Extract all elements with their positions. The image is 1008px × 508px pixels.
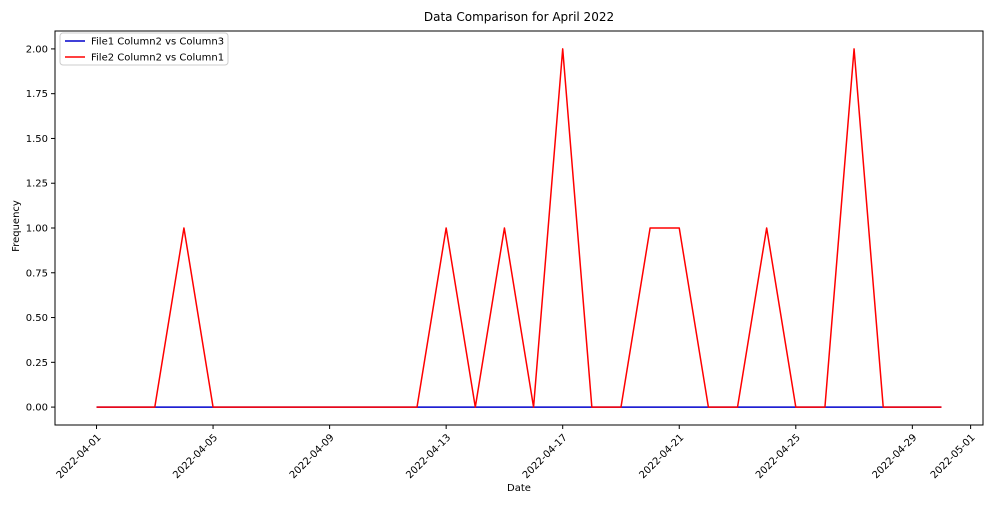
data-point <box>619 406 622 409</box>
axes: 0.00 0.25 0.50 0.75 1.00 1.25 1.50 1.75 2.00 2022… <box>26 30 984 481</box>
data-point <box>95 406 98 409</box>
data-point <box>532 406 535 409</box>
data-point <box>882 406 885 409</box>
data-point <box>416 406 419 409</box>
data-point <box>445 227 448 230</box>
y-axis-label: Frequency <box>11 200 22 252</box>
y-tick-label: 1.50 <box>26 134 48 145</box>
data-point <box>794 406 797 409</box>
data-point <box>765 406 768 409</box>
data-point <box>853 406 856 409</box>
data-point <box>182 227 185 230</box>
data-point <box>474 406 477 409</box>
data-point <box>911 406 914 409</box>
y-tick-label: 1.25 <box>26 179 48 190</box>
data-point <box>328 406 331 409</box>
y-tick-label: 0.50 <box>26 313 48 324</box>
legend-label-2: File2 Column2 vs Column1 <box>91 53 224 64</box>
data-point <box>241 406 244 409</box>
x-axis-label: Date <box>507 483 531 494</box>
data-point <box>940 406 943 409</box>
x-tick-label: 2022-04-17 <box>521 432 570 481</box>
x-tick-label: 2022-04-21 <box>637 432 686 481</box>
y-tick-label: 2.00 <box>26 44 48 55</box>
data-point <box>357 406 360 409</box>
y-tick-label: 0.25 <box>26 358 48 369</box>
data-point <box>707 406 710 409</box>
data-point <box>270 406 273 409</box>
data-point <box>299 406 302 409</box>
data-point <box>678 227 681 230</box>
data-point <box>503 406 506 409</box>
data-point <box>212 406 215 409</box>
data-point <box>590 406 593 409</box>
x-tick-label: 2022-04-05 <box>171 432 220 481</box>
chart-title: Data Comparison for April 2022 <box>424 10 614 24</box>
legend: File1 Column2 vs Column3 File2 Column2 vs… <box>59 32 229 66</box>
y-tick-label: 0.00 <box>26 403 48 414</box>
data-point <box>182 406 185 409</box>
plot-area <box>95 47 943 409</box>
x-tick-label: 2022-04-25 <box>754 432 803 481</box>
x-tick-label: 2022-04-01 <box>55 432 104 481</box>
data-point <box>561 406 564 409</box>
y-tick-label: 0.75 <box>26 268 48 279</box>
legend-box <box>59 32 229 66</box>
data-point <box>765 227 768 230</box>
data-point <box>649 406 652 409</box>
axes-frame <box>54 30 984 426</box>
data-point <box>445 406 448 409</box>
x-tick-label: 2022-04-13 <box>404 432 453 481</box>
data-point <box>649 227 652 230</box>
data-point <box>124 406 127 409</box>
x-tick-label: 2022-05-01 <box>929 432 978 481</box>
data-point <box>823 406 826 409</box>
data-point <box>736 406 739 409</box>
data-point <box>678 406 681 409</box>
data-point <box>561 47 564 50</box>
data-point <box>386 406 389 409</box>
x-tick-label: 2022-04-09 <box>288 432 337 481</box>
y-tick-label: 1.75 <box>26 89 48 100</box>
x-tick-label: 2022-04-29 <box>871 432 920 481</box>
legend-label-1: File1 Column2 vs Column3 <box>91 37 224 48</box>
y-tick-label: 1.00 <box>26 224 48 235</box>
data-point <box>153 406 156 409</box>
data-point <box>853 47 856 50</box>
series-line-2 <box>96 48 942 408</box>
data-point <box>503 227 506 230</box>
